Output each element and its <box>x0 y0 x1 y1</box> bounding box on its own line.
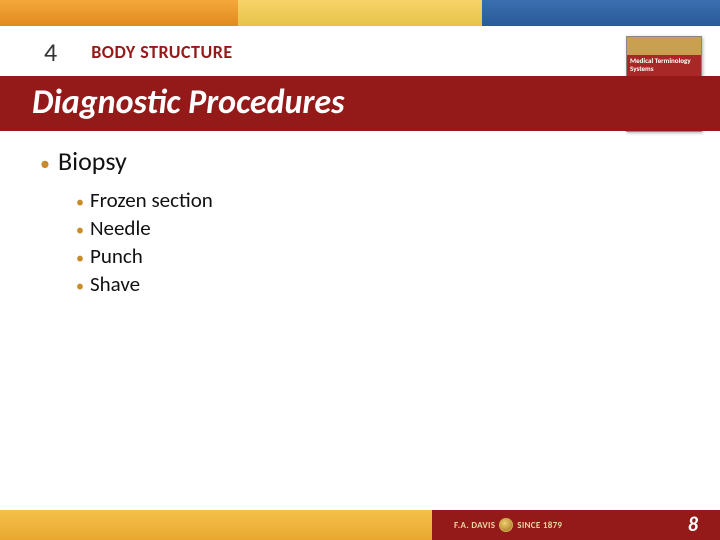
band-segment-yellow <box>238 0 483 26</box>
footer-left-band <box>0 510 432 540</box>
content-area: • Biopsy • Frozen section • Needle • Pun… <box>0 131 720 297</box>
publisher-name-left: F.A. DAVIS <box>454 520 495 531</box>
bullet-icon: • <box>40 154 50 174</box>
slide-title-bar: Diagnostic Procedures <box>0 76 720 131</box>
sub-bullet-list: • Frozen section • Needle • Punch • Shav… <box>76 187 720 297</box>
sub-bullet-item: • Shave <box>76 271 720 297</box>
footer-bar: F.A. DAVIS SINCE 1879 8 <box>0 510 720 540</box>
bullet-icon: • <box>76 223 84 239</box>
book-cover-title: Medical Terminology Systems <box>627 55 701 77</box>
chapter-title: BODY STRUCTURE <box>91 41 232 63</box>
footer-right-band: F.A. DAVIS SINCE 1879 8 <box>432 510 720 540</box>
main-bullet-item: • Biopsy <box>40 145 720 177</box>
sub-bullet-item: • Punch <box>76 243 720 269</box>
chapter-number: 4 <box>44 36 57 68</box>
bullet-icon: • <box>76 279 84 295</box>
page-number: 8 <box>688 513 698 537</box>
sub-bullet-text: Shave <box>90 271 140 297</box>
header-color-band <box>0 0 720 26</box>
sub-bullet-item: • Frozen section <box>76 187 720 213</box>
sub-bullet-item: • Needle <box>76 215 720 241</box>
band-segment-orange <box>0 0 238 26</box>
slide-title: Diagnostic Procedures <box>32 82 720 123</box>
book-cover-top-band <box>627 37 701 55</box>
main-bullet-text: Biopsy <box>58 145 127 177</box>
bullet-icon: • <box>76 251 84 267</box>
bullet-icon: • <box>76 195 84 211</box>
chapter-header: 4 BODY STRUCTURE <box>0 26 720 76</box>
book-title-line2: Systems <box>630 64 654 73</box>
publisher-badge: F.A. DAVIS SINCE 1879 <box>454 518 562 532</box>
band-segment-blue <box>482 0 720 26</box>
publisher-name-right: SINCE 1879 <box>517 520 562 531</box>
sub-bullet-text: Punch <box>90 243 143 269</box>
publisher-seal-icon <box>499 518 513 532</box>
sub-bullet-text: Frozen section <box>90 187 213 213</box>
sub-bullet-text: Needle <box>90 215 151 241</box>
